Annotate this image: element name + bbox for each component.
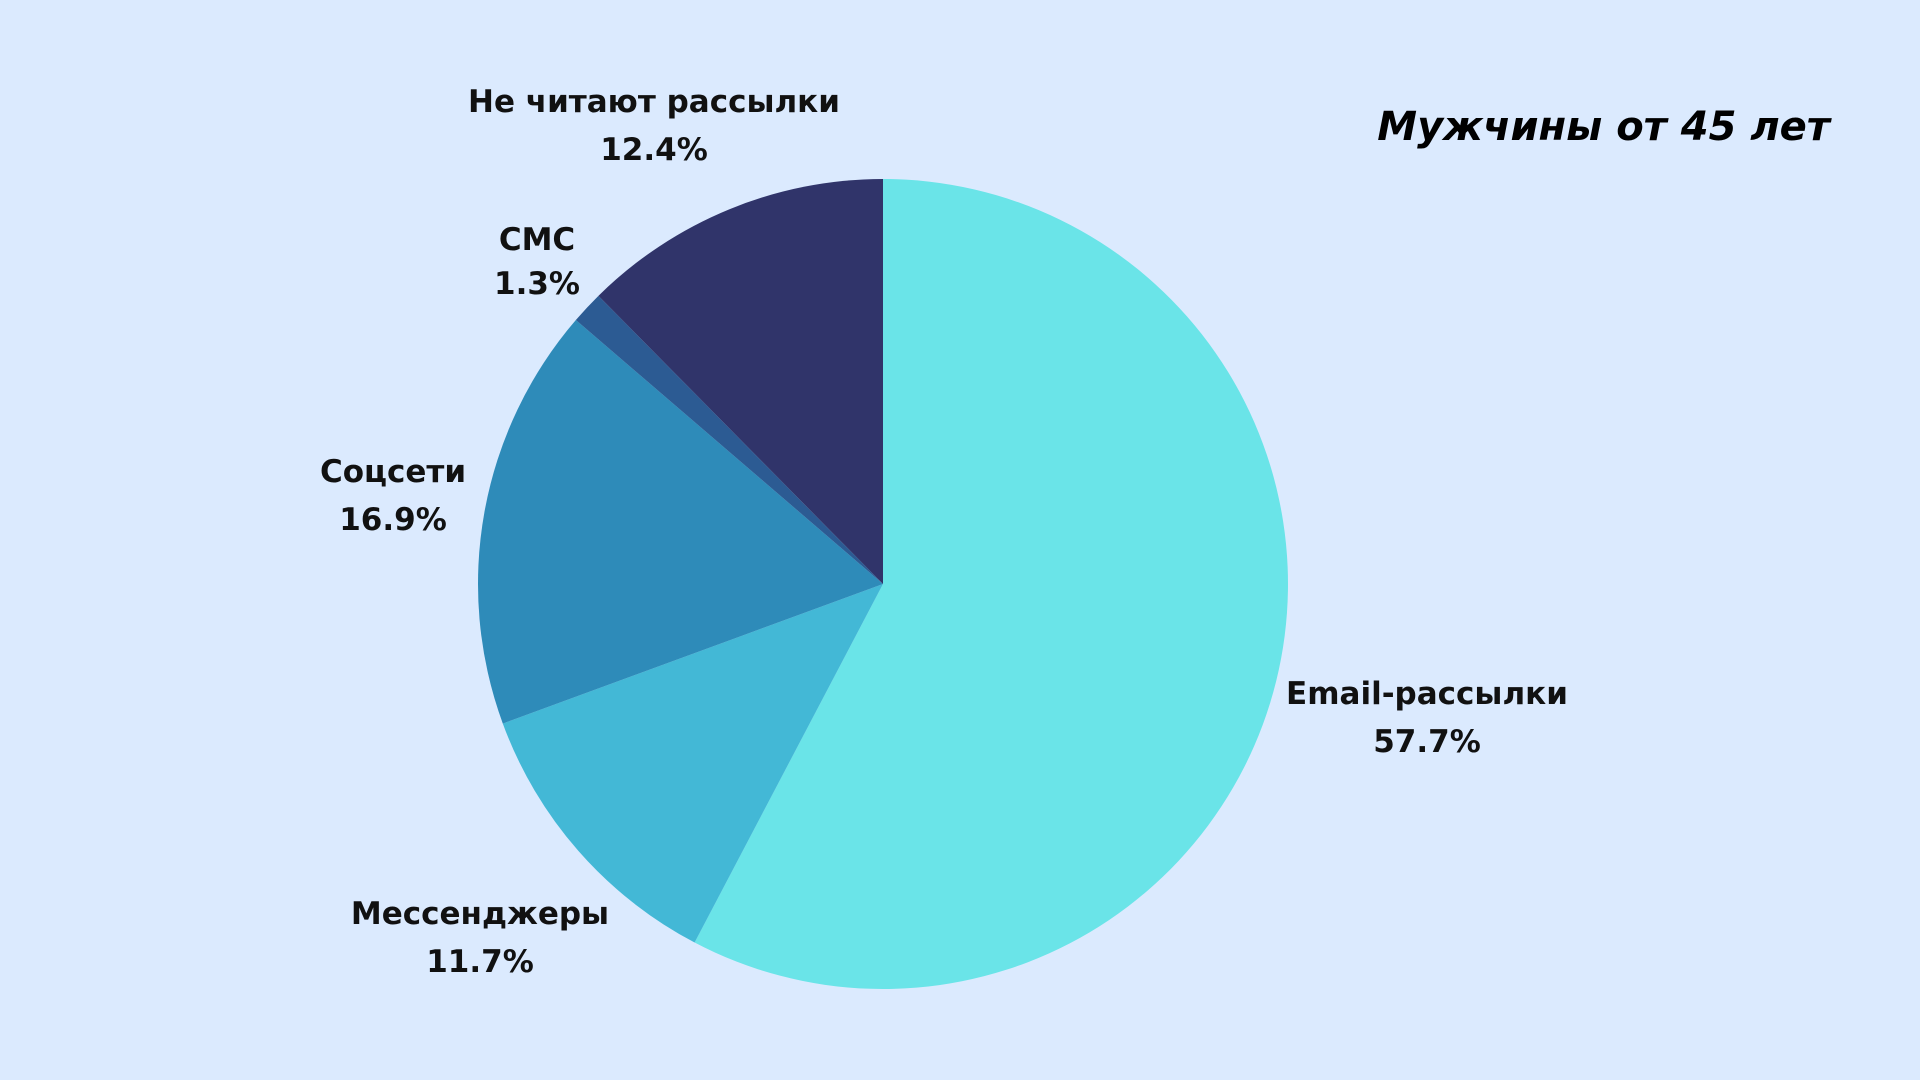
slice-name-social: Соцсети	[319, 454, 467, 490]
pie-slice-messengers	[502, 584, 883, 943]
chart-title: Мужчины от 45 лет	[1377, 104, 1830, 150]
slice-name-not-reading: Не читают рассылки	[468, 84, 840, 120]
slice-label-email: Email-рассылки 57.7%	[1217, 670, 1637, 766]
slice-label-sms: СМС 1.3%	[327, 218, 747, 306]
pie-slice-sms	[575, 295, 883, 584]
slice-label-messengers: Мессенджеры 11.7%	[270, 890, 690, 986]
slice-name-sms: СМС	[498, 222, 576, 258]
slice-percent-social: 16.9%	[339, 502, 447, 538]
slice-label-social: Соцсети 16.9%	[183, 448, 603, 544]
pie-slice-social	[477, 320, 883, 724]
pie-slice-not-reading	[598, 179, 883, 584]
slice-name-messengers: Мессенджеры	[350, 896, 610, 932]
slice-label-not-reading: Не читают рассылки 12.4%	[444, 78, 864, 174]
slice-percent-sms: 1.3%	[494, 266, 580, 302]
slice-percent-not-reading: 12.4%	[600, 132, 708, 168]
slice-name-email: Email-рассылки	[1286, 676, 1568, 712]
slice-percent-messengers: 11.7%	[426, 944, 534, 980]
pie-slice-email	[694, 179, 1288, 989]
slice-percent-email: 57.7%	[1373, 724, 1481, 760]
